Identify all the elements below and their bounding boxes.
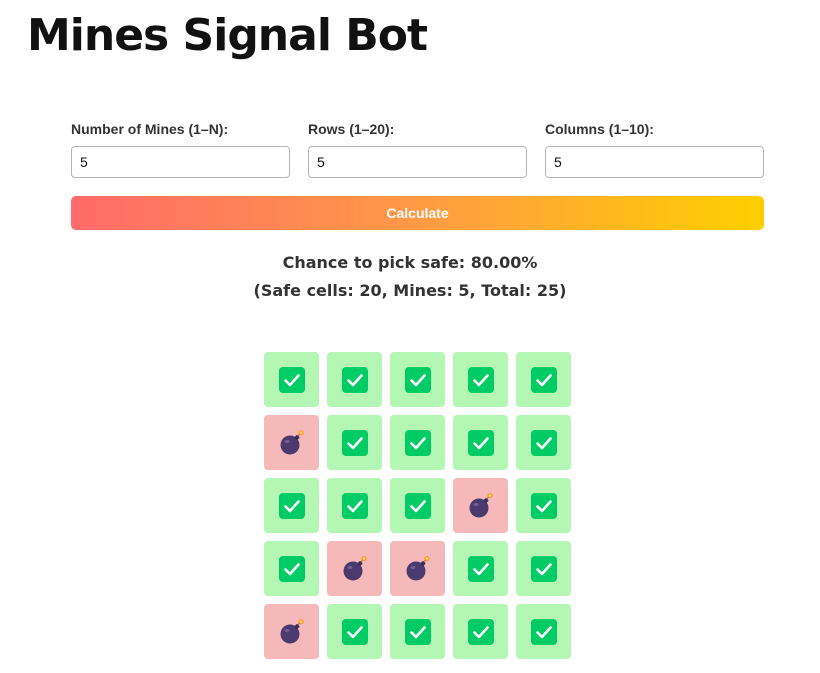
safe-cell[interactable] (516, 541, 571, 596)
bomb-icon (278, 429, 306, 457)
mine-cell[interactable] (390, 541, 445, 596)
mine-cell[interactable] (327, 541, 382, 596)
rows-field-group: Rows (1–20): (308, 121, 527, 178)
check-icon (530, 366, 557, 393)
check-icon (530, 555, 557, 582)
mines-field-group: Number of Mines (1–N): (71, 121, 290, 178)
bomb-icon (278, 618, 306, 646)
page-title: Mines Signal Bot (27, 10, 428, 61)
rows-label: Rows (1–20): (308, 121, 395, 137)
safe-cell[interactable] (453, 352, 508, 407)
check-icon (278, 492, 305, 519)
mines-label: Number of Mines (1–N): (71, 121, 229, 137)
safe-cell[interactable] (327, 604, 382, 659)
check-icon (530, 429, 557, 456)
safe-cell[interactable] (516, 478, 571, 533)
check-icon (467, 366, 494, 393)
mine-cell[interactable] (264, 415, 319, 470)
check-icon (341, 618, 368, 645)
check-icon (341, 429, 368, 456)
safe-cell[interactable] (453, 604, 508, 659)
safe-cell[interactable] (516, 604, 571, 659)
safe-cell[interactable] (453, 415, 508, 470)
safe-cell[interactable] (264, 541, 319, 596)
mine-grid (264, 352, 571, 659)
calculate-button[interactable]: Calculate (71, 196, 764, 230)
check-icon (341, 492, 368, 519)
safe-cell[interactable] (264, 352, 319, 407)
check-icon (404, 492, 431, 519)
mine-cell[interactable] (264, 604, 319, 659)
mine-cell[interactable] (453, 478, 508, 533)
input-fields: Number of Mines (1–N): Rows (1–20): Colu… (71, 121, 764, 178)
bomb-icon (404, 555, 432, 583)
bomb-icon (341, 555, 369, 583)
columns-label: Columns (1–10): (545, 121, 654, 137)
safe-cell[interactable] (390, 352, 445, 407)
safe-chance-text: Chance to pick safe: 80.00% (282, 253, 538, 272)
safe-cell[interactable] (264, 478, 319, 533)
cell-summary-text: (Safe cells: 20, Mines: 5, Total: 25) (253, 281, 567, 300)
columns-input[interactable] (545, 146, 764, 178)
safe-cell[interactable] (390, 415, 445, 470)
bomb-icon (467, 492, 495, 520)
check-icon (404, 366, 431, 393)
check-icon (341, 366, 368, 393)
check-icon (467, 555, 494, 582)
check-icon (530, 618, 557, 645)
safe-cell[interactable] (390, 478, 445, 533)
safe-cell[interactable] (327, 478, 382, 533)
check-icon (467, 618, 494, 645)
check-icon (278, 555, 305, 582)
result-panel: Chance to pick safe: 80.00% (Safe cells:… (0, 249, 820, 305)
safe-cell[interactable] (390, 604, 445, 659)
calculator-form: Number of Mines (1–N): Rows (1–20): Colu… (71, 121, 764, 230)
safe-cell[interactable] (516, 352, 571, 407)
safe-cell[interactable] (516, 415, 571, 470)
columns-field-group: Columns (1–10): (545, 121, 764, 178)
safe-cell[interactable] (327, 415, 382, 470)
check-icon (404, 429, 431, 456)
safe-cell[interactable] (327, 352, 382, 407)
rows-input[interactable] (308, 146, 527, 178)
check-icon (404, 618, 431, 645)
check-icon (467, 429, 494, 456)
check-icon (278, 366, 305, 393)
safe-cell[interactable] (453, 541, 508, 596)
mines-input[interactable] (71, 146, 290, 178)
check-icon (530, 492, 557, 519)
